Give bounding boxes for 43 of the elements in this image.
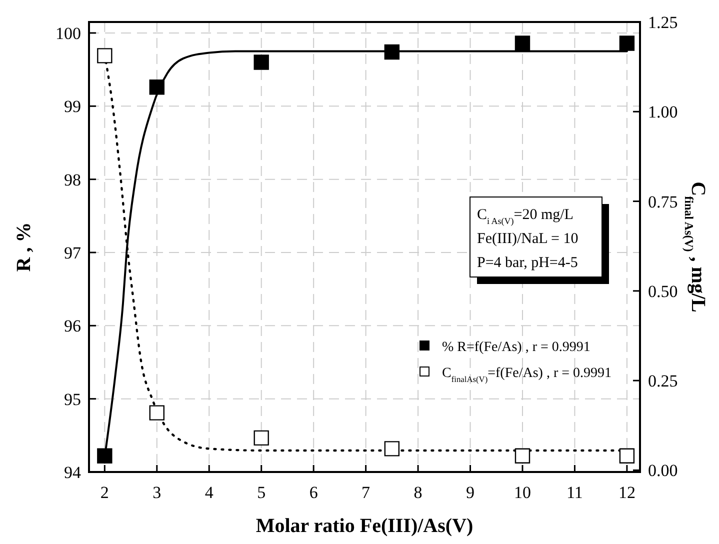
- x-tick-label: 10: [514, 483, 531, 502]
- y-tick-label: 95: [64, 390, 81, 409]
- y-tick-label: 97: [64, 243, 82, 262]
- y2-tick-label: 1.00: [648, 102, 678, 122]
- point: [149, 405, 164, 420]
- y2-tick-label: 0.00: [648, 461, 678, 480]
- y-tick-label: 98: [64, 170, 81, 190]
- y-tick-label: 96: [64, 316, 81, 336]
- point: [149, 80, 164, 95]
- x-tick-label: 7: [362, 483, 371, 502]
- y2-tick-label: 1.25: [648, 13, 678, 32]
- point: [619, 36, 635, 51]
- x-tick-label: 8: [414, 483, 422, 502]
- x-tick-label: 11: [566, 483, 583, 502]
- y2-tick-label: 0.50: [648, 282, 678, 301]
- y-axis-title: R , %: [13, 222, 35, 272]
- y2-tick-label: 0.75: [648, 192, 678, 212]
- x-tick-label: 12: [618, 483, 636, 502]
- point: [384, 441, 400, 456]
- x-tick-label: 4: [204, 483, 214, 502]
- x-tick-label: 9: [466, 483, 475, 502]
- legend-label: C$_{finalAs(V)}$=f(Fe/As) , r = 0.9991: [442, 366, 612, 384]
- point: [254, 54, 269, 70]
- y-tick-label: 94: [64, 463, 82, 482]
- y-tick-label: 100: [56, 24, 81, 43]
- point: [384, 44, 400, 60]
- legend-label: % R=f(Fe/As) , r = 0.9991: [442, 340, 590, 355]
- x-axis-title: Molar ratio Fe(III)/As(V): [256, 515, 474, 537]
- y2-tick-label: 0.25: [648, 372, 678, 391]
- x-tick-label: 5: [257, 483, 266, 502]
- annotation: C$_{i As(V)}$=20 mg/L: [477, 207, 574, 226]
- annotation: P=4 bar, pH=4-5: [477, 255, 578, 271]
- annotation: Fe(III)/NaL = 10: [477, 231, 578, 247]
- point: [97, 448, 112, 464]
- point: [619, 448, 635, 464]
- point: [514, 448, 530, 464]
- point: [97, 48, 112, 64]
- x-tick-label: 6: [309, 483, 318, 502]
- x-tick-label: 2: [100, 483, 109, 502]
- point: [254, 430, 269, 446]
- x-tick-label: 3: [152, 483, 162, 502]
- point: [514, 36, 530, 51]
- y-tick-label: 99: [64, 97, 81, 116]
